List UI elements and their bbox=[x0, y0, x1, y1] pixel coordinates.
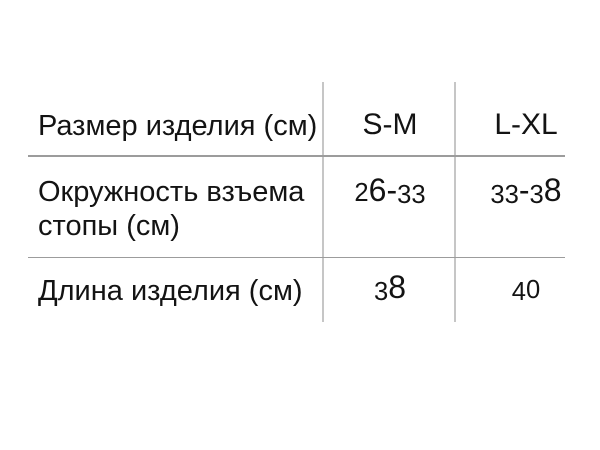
header-size-lxl: L-XL bbox=[494, 108, 558, 141]
label-product-length: Длина изделия (см) bbox=[38, 275, 303, 307]
value-circumference-sm: 26-33 bbox=[354, 172, 426, 210]
column-divider-1 bbox=[322, 82, 324, 322]
label-foot-circumference: Окружность взъема стопы (см) bbox=[38, 176, 305, 242]
column-divider-2 bbox=[454, 82, 456, 322]
header-product-size: Размер изделия (см) bbox=[38, 110, 318, 142]
header-size-sm: S-M bbox=[362, 108, 418, 141]
value-circumference-lxl: 33-38 bbox=[490, 172, 562, 210]
row-divider-1 bbox=[28, 155, 565, 157]
value-length-sm: 38 bbox=[373, 269, 407, 307]
value-length-lxl: 40 bbox=[511, 276, 541, 307]
row-divider-2 bbox=[28, 256, 565, 258]
